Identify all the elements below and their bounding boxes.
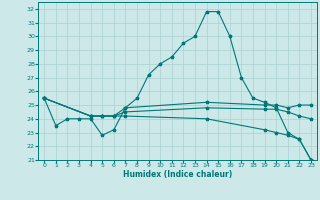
X-axis label: Humidex (Indice chaleur): Humidex (Indice chaleur) — [123, 170, 232, 179]
